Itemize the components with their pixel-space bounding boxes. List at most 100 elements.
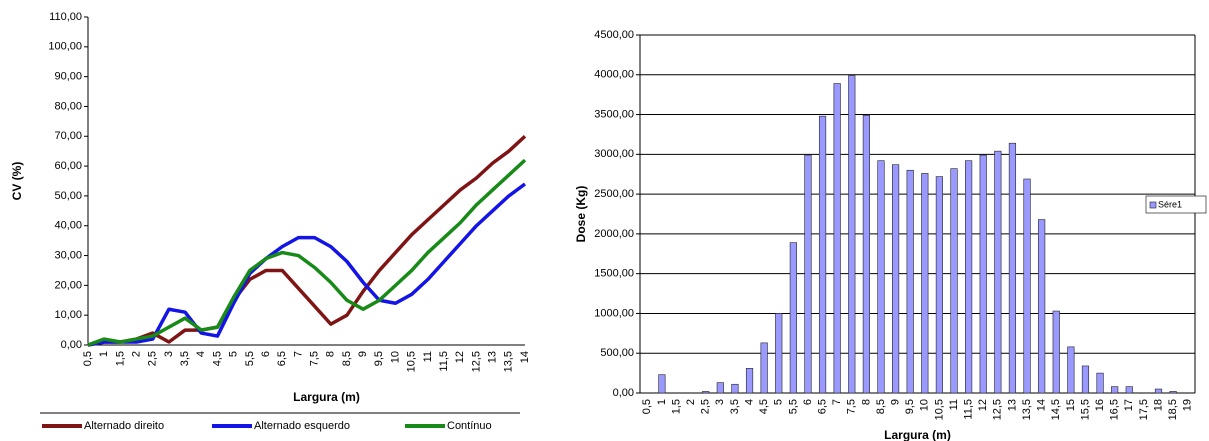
bar (1111, 386, 1119, 394)
x-tick-label: 9,5 (904, 399, 916, 414)
bar (716, 382, 724, 394)
x-tick-label: 2,5 (147, 351, 159, 366)
x-tick-label: 10,5 (406, 351, 418, 372)
x-tick-label: 15 (1065, 399, 1077, 411)
x-tick-label: 18,5 (1167, 399, 1179, 420)
bar (658, 374, 666, 394)
x-tick-label: 5,5 (244, 351, 256, 366)
bar (1052, 310, 1060, 394)
bar (1008, 142, 1017, 394)
x-axis-title: Largura (m) (884, 428, 951, 441)
x-tick-label: 19 (1182, 399, 1194, 411)
x-tick-label: 17,5 (1138, 399, 1150, 420)
y-tick-label: 80,00 (54, 100, 82, 112)
x-tick-label: 8 (860, 399, 872, 405)
bar (775, 313, 783, 394)
x-tick-label: 14 (519, 351, 531, 363)
x-tick-label: 10 (919, 399, 931, 411)
x-tick-label: 12 (977, 399, 989, 411)
x-axis-title: Largura (m) (293, 390, 360, 404)
y-tick-label: 100,00 (48, 41, 82, 53)
y-tick-label: 2500,00 (594, 188, 634, 200)
y-tick-label: 1500,00 (594, 268, 634, 280)
x-tick-label: 8,5 (875, 399, 887, 414)
y-tick-label: 90,00 (54, 71, 82, 83)
y-tick-label: 0,00 (61, 339, 82, 351)
x-tick-label: 2,5 (700, 399, 712, 414)
x-tick-label: 7,5 (846, 399, 858, 414)
y-tick-label: 30,00 (54, 249, 82, 261)
bar (892, 164, 900, 394)
x-tick-label: 17 (1123, 399, 1135, 411)
x-tick-label: 12,5 (992, 399, 1004, 420)
y-axis-title: Dose (Kg) (574, 186, 588, 243)
bar (1038, 219, 1046, 394)
x-tick-label: 6 (802, 399, 814, 405)
x-tick-label: 4,5 (211, 351, 223, 366)
x-tick-label: 16,5 (1109, 399, 1121, 420)
x-tick-label: 10 (389, 351, 401, 363)
x-tick-label: 9,5 (373, 351, 385, 366)
line (87, 134, 527, 347)
x-tick-label: 4 (743, 399, 755, 405)
bar (1067, 346, 1075, 394)
bar (1154, 388, 1163, 394)
x-tick-label: 13 (1006, 399, 1018, 411)
y-tick-label: 3000,00 (594, 148, 634, 160)
x-tick-label: 13 (487, 351, 499, 363)
bar (994, 150, 1002, 394)
y-tick-label: 50,00 (54, 190, 82, 202)
y-tick-label: 4500,00 (594, 29, 634, 41)
y-tick-label: 60,00 (54, 160, 82, 172)
x-tick-label: 3,5 (729, 399, 741, 414)
x-tick-label: 9 (357, 351, 369, 357)
bar (877, 160, 885, 394)
x-tick-label: 1,5 (114, 351, 126, 366)
bar (862, 115, 870, 394)
legend-label: Alternado direito (84, 420, 164, 432)
x-tick-label: 13,5 (503, 351, 515, 372)
x-tick-label: 15,5 (1079, 399, 1091, 420)
x-tick-label: 6 (260, 351, 272, 357)
bar (702, 391, 710, 394)
x-tick-label: 1 (98, 351, 110, 357)
y-tick-label: 20,00 (54, 279, 82, 291)
x-tick-label: 5 (228, 351, 240, 357)
x-tick-label: 2 (685, 399, 697, 405)
x-tick-label: 3 (714, 399, 726, 405)
y-tick-label: 40,00 (54, 220, 82, 232)
legend-box (1145, 195, 1207, 214)
bar (1096, 372, 1104, 394)
bar (906, 169, 914, 394)
bar (804, 154, 812, 394)
y-tick-label: 2000,00 (594, 228, 634, 240)
y-tick-label: 0,00 (613, 387, 634, 399)
x-tick-label: 3 (163, 351, 175, 357)
x-tick-label: 3,5 (179, 351, 191, 366)
y-tick-label: 4000,00 (594, 69, 634, 81)
x-tick-label: 12 (454, 351, 466, 363)
x-tick-label: 18 (1152, 399, 1164, 411)
x-tick-label: 4,5 (758, 399, 770, 414)
bar (921, 173, 929, 394)
y-axis-title: CV (%) (10, 162, 24, 201)
line (87, 158, 527, 347)
x-tick-label: 4 (195, 351, 207, 357)
legend-label: Alternado esquerdo (254, 420, 350, 432)
y-tick-label: 1000,00 (594, 307, 634, 319)
x-tick-label: 5,5 (787, 399, 799, 414)
x-tick-label: 14,5 (1050, 399, 1062, 420)
bar (848, 75, 856, 394)
y-tick-label: 3500,00 (594, 108, 634, 120)
x-tick-label: 13,5 (1021, 399, 1033, 420)
bar (1125, 386, 1133, 394)
legend-label: Sére1 (1158, 199, 1182, 209)
x-tick-label: 16 (1094, 399, 1106, 411)
bar (760, 342, 768, 394)
y-tick-label: 110,00 (49, 11, 82, 23)
x-tick-label: 14 (1036, 399, 1048, 411)
bar (950, 168, 958, 394)
bar (745, 368, 754, 394)
y-tick-label: 70,00 (54, 130, 82, 142)
